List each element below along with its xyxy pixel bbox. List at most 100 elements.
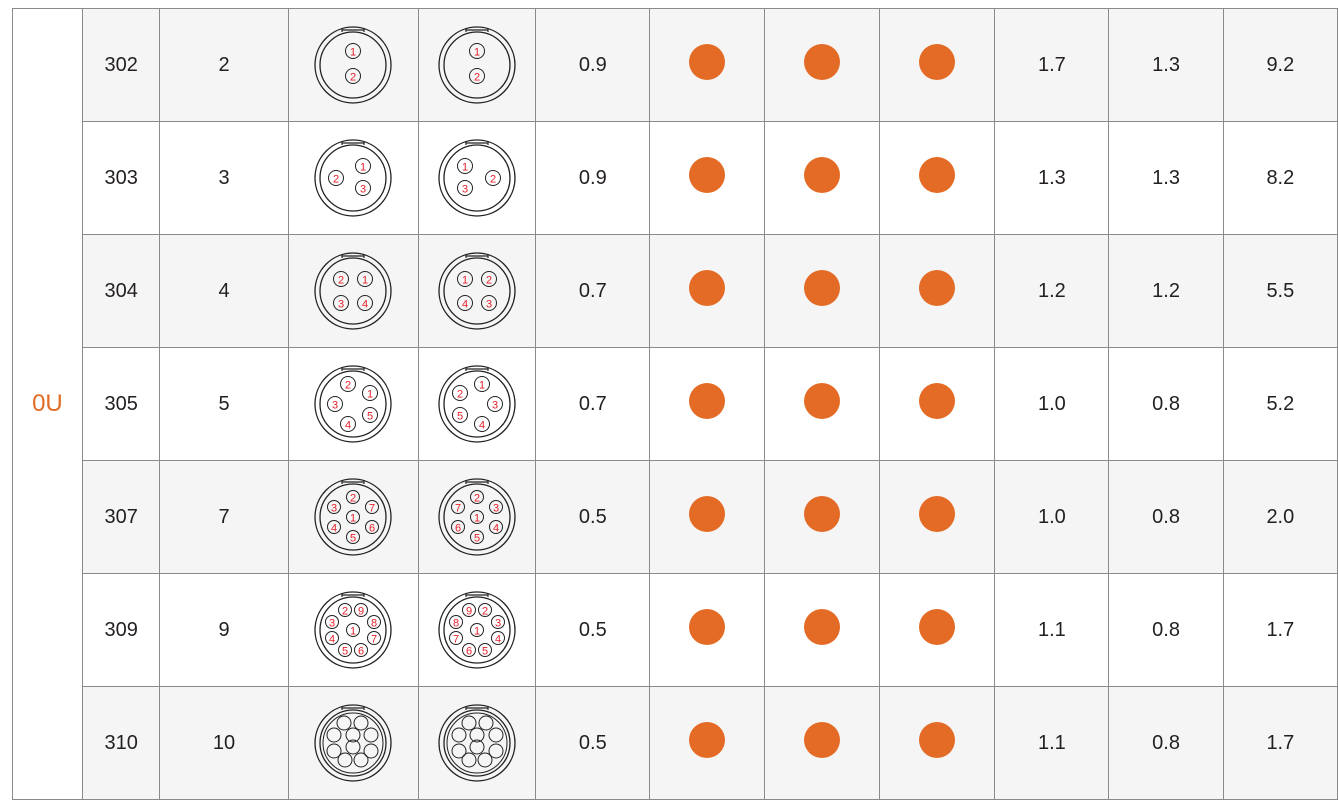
pin-count: 3 bbox=[159, 121, 289, 235]
female-pinout-diagram: 2 7 3 1 6 4 5 bbox=[438, 478, 516, 556]
table-row: 310 10 0.5 1.1 0.8 1.7 bbox=[13, 686, 1338, 800]
pin-label: 2 bbox=[474, 493, 480, 505]
table-row: 307 7 2 3 7 1 4 6 5 2 7 3 1 6 4 5 0.5 1.0 0.8 2.0 bbox=[13, 460, 1338, 574]
pin bbox=[487, 396, 504, 412]
pin bbox=[469, 739, 485, 755]
pin bbox=[365, 500, 380, 514]
male-pinout-diagram: 2 1 3 4 bbox=[314, 252, 392, 330]
table-row: 0U 302 2 1 2 1 2 0.9 1.7 1.3 9.2 bbox=[12, 8, 1338, 800]
pin-label: 5 bbox=[474, 533, 480, 545]
value-1: 0.9 bbox=[535, 121, 651, 235]
pin-label: 1 bbox=[462, 275, 468, 287]
pin bbox=[345, 739, 361, 755]
available-dot-icon bbox=[918, 722, 955, 758]
male-pinout-diagram bbox=[314, 704, 392, 782]
pin-label: 3 bbox=[329, 618, 335, 630]
pin bbox=[470, 623, 485, 637]
value-a: 1.1 bbox=[994, 573, 1110, 687]
pin bbox=[353, 715, 369, 731]
pin bbox=[346, 623, 361, 637]
available-dot-icon bbox=[803, 609, 840, 645]
available-dot-icon bbox=[689, 157, 726, 193]
pin bbox=[470, 490, 485, 504]
pin bbox=[328, 170, 345, 186]
available-dot-icon bbox=[803, 157, 840, 193]
pin-label: 2 bbox=[486, 275, 492, 287]
pin-label: 1 bbox=[362, 275, 368, 287]
table-row: 305 5 2 1 3 5 4 1 2 3 5 4 0.7 1.0 0.8 5.2 bbox=[13, 347, 1338, 461]
pin-label: 2 bbox=[333, 174, 339, 186]
available-dot-icon bbox=[918, 157, 955, 193]
pin-label: 4 bbox=[331, 523, 337, 535]
pin bbox=[354, 643, 369, 657]
available-dot-icon bbox=[689, 270, 726, 306]
available-dot-icon bbox=[918, 44, 955, 80]
male-pinout-diagram: 2 9 3 8 1 4 7 5 6 bbox=[314, 591, 392, 669]
pin-label: 9 bbox=[466, 606, 472, 618]
pin bbox=[489, 500, 504, 514]
pin bbox=[354, 603, 369, 617]
available-dot-icon bbox=[918, 496, 955, 532]
pin bbox=[367, 615, 382, 629]
pin-label: 7 bbox=[453, 634, 459, 646]
pin-label: 5 bbox=[350, 533, 356, 545]
available-dot-icon bbox=[803, 270, 840, 306]
pin bbox=[478, 715, 494, 731]
pin-label: 4 bbox=[462, 299, 468, 311]
pin-count: 5 bbox=[159, 347, 289, 461]
model-code: 302 bbox=[81, 8, 161, 122]
pin bbox=[451, 727, 467, 743]
pin-label: 6 bbox=[369, 523, 375, 535]
pin bbox=[470, 510, 485, 524]
pin bbox=[333, 295, 350, 311]
pin bbox=[478, 603, 493, 617]
pin-label: 2 bbox=[490, 174, 496, 186]
value-a: 1.1 bbox=[994, 686, 1110, 800]
connector-spec-table: 0U 302 2 1 2 1 2 0.9 1.7 1.3 9.2 303 3 1 2 3 1 2 3 0.9 1.3 1.… bbox=[12, 8, 1338, 800]
female-pinout-diagram bbox=[438, 704, 516, 782]
pin-label: 4 bbox=[493, 523, 499, 535]
pin-label: 5 bbox=[367, 411, 373, 423]
pin bbox=[478, 643, 493, 657]
pin bbox=[337, 752, 353, 768]
female-pinout-diagram: 1 2 4 3 bbox=[438, 252, 516, 330]
pin bbox=[489, 520, 504, 534]
pin bbox=[488, 727, 504, 743]
pin-label: 2 bbox=[350, 493, 356, 505]
male-pinout-diagram: 2 3 7 1 4 6 5 bbox=[314, 478, 392, 556]
pin bbox=[452, 385, 469, 401]
value-c: 5.5 bbox=[1222, 234, 1338, 348]
pin bbox=[481, 295, 498, 311]
pin-label: 8 bbox=[371, 618, 377, 630]
pin bbox=[367, 631, 382, 645]
value-b: 0.8 bbox=[1108, 347, 1224, 461]
pin-label: 1 bbox=[462, 162, 468, 174]
pin bbox=[469, 68, 486, 84]
value-b: 1.2 bbox=[1108, 234, 1224, 348]
pin bbox=[326, 743, 342, 759]
value-1: 0.7 bbox=[535, 234, 651, 348]
pin bbox=[362, 407, 379, 423]
pin-label: 5 bbox=[342, 646, 348, 658]
pin-label: 2 bbox=[474, 72, 480, 84]
table-row: 304 4 2 1 3 4 1 2 4 3 0.7 1.2 1.2 5.5 bbox=[13, 234, 1338, 348]
pin-label: 2 bbox=[338, 275, 344, 287]
pin bbox=[353, 752, 369, 768]
pin-label: 6 bbox=[358, 646, 364, 658]
pin bbox=[488, 743, 504, 759]
value-a: 1.7 bbox=[994, 8, 1110, 122]
pin-label: 2 bbox=[457, 389, 463, 401]
value-c: 5.2 bbox=[1222, 347, 1338, 461]
pin bbox=[469, 43, 486, 59]
pin bbox=[363, 727, 379, 743]
pin-count: 4 bbox=[159, 234, 289, 348]
value-c: 8.2 bbox=[1222, 121, 1338, 235]
pin bbox=[451, 520, 466, 534]
pin bbox=[469, 727, 485, 743]
pin-label: 1 bbox=[367, 389, 373, 401]
pin bbox=[461, 715, 477, 731]
pin-count: 2 bbox=[159, 8, 289, 122]
available-dot-icon bbox=[689, 722, 726, 758]
pin bbox=[325, 615, 340, 629]
pin bbox=[345, 727, 361, 743]
